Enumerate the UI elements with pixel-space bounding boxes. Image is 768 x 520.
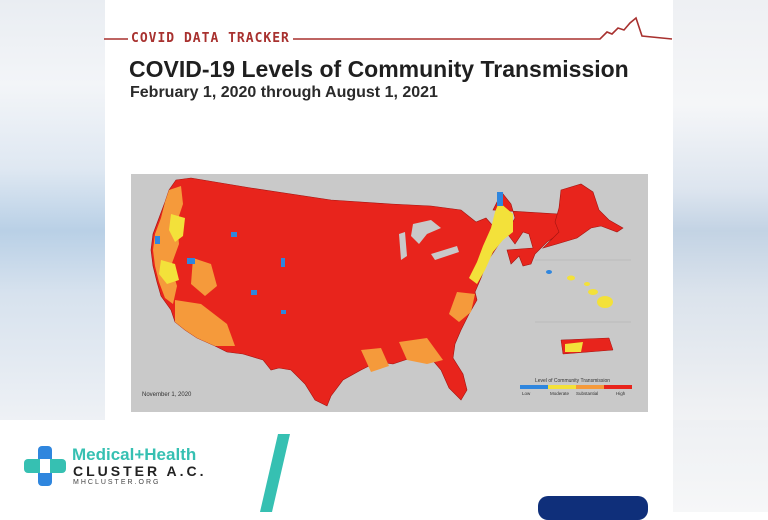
brand-url: MHCLUSTER.ORG [73, 479, 161, 486]
legend-label-low: Low [522, 391, 531, 396]
southeast-orange-region [399, 338, 443, 364]
southwest-orange-region [175, 300, 235, 346]
contiguous-us-shape [150, 177, 592, 407]
legend-swatch-moderate [548, 385, 576, 389]
hawaii-islands [546, 270, 613, 308]
legend-label-high: High [616, 391, 626, 396]
page-subtitle: February 1, 2020 through August 1, 2021 [130, 84, 438, 101]
low-county-1 [155, 236, 160, 244]
teal-slash-decoration [260, 434, 290, 512]
lake-michigan [399, 232, 407, 260]
brand-name: Medical+Health [72, 445, 197, 464]
low-county-7 [281, 310, 286, 314]
partial-badge [538, 496, 648, 520]
low-county-5 [251, 290, 257, 295]
legend-swatch-high [604, 385, 632, 389]
low-county-6 [497, 192, 503, 206]
louisiana-orange-region [361, 348, 389, 372]
puerto-rico-yellow [565, 342, 583, 352]
low-county-3 [281, 258, 285, 267]
legend-swatch-substantial [576, 385, 604, 389]
midatlantic-orange-region [449, 292, 475, 322]
blurred-bottom-right [673, 420, 768, 512]
low-county-2 [187, 258, 195, 264]
legend-label-moderate: Moderate [550, 391, 570, 396]
nevada-orange-region [191, 258, 217, 296]
west-yellow-region-2 [159, 260, 179, 284]
alaska-shape [541, 183, 624, 249]
legend-swatch-low [520, 385, 548, 389]
legend-title: Level of Community Transmission [535, 378, 611, 384]
blurred-right-background [673, 0, 768, 420]
northeast-yellow-region [469, 202, 513, 284]
legend-label-substantial: Substantial [576, 391, 599, 396]
map-date-label: November 1, 2020 [142, 392, 192, 398]
low-county-4 [231, 232, 237, 237]
west-yellow-region-1 [169, 214, 185, 242]
page-title: COVID-19 Levels of Community Transmissio… [129, 56, 629, 82]
lake-erie [431, 246, 459, 260]
tracker-heartbeat-line [104, 16, 673, 40]
blurred-left-background [0, 0, 105, 420]
great-lakes [411, 220, 441, 244]
us-transmission-map [150, 177, 631, 407]
medical-cross-logo-icon [24, 446, 66, 486]
legend-color-bar [520, 385, 632, 389]
tracker-label: COVID DATA TRACKER [128, 31, 293, 46]
brand-subtitle: CLUSTER A.C. [73, 463, 207, 479]
